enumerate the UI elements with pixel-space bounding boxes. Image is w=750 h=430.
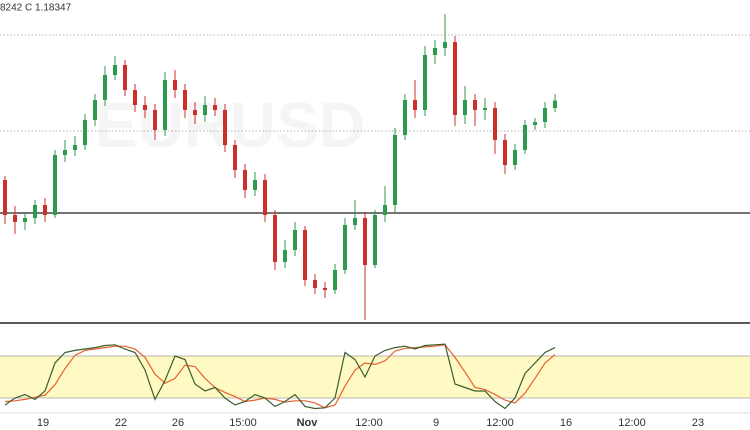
candle-body (393, 135, 397, 205)
candle-body (383, 205, 387, 215)
candle-body (233, 145, 237, 170)
x-tick-label: 22 (115, 417, 127, 429)
candle-body (133, 90, 137, 105)
candle-body (413, 100, 417, 110)
ohlc-text: 8242 C 1.18347 (0, 3, 72, 14)
candle-body (73, 145, 77, 150)
candle-body (493, 108, 497, 140)
x-tick-label: 12:00 (355, 417, 383, 429)
candle-body (453, 42, 457, 115)
candle-body (123, 65, 127, 90)
candle-body (243, 170, 247, 190)
candle-body (323, 288, 327, 290)
candle-body (373, 215, 377, 265)
candle-body (23, 218, 27, 222)
candle-body (533, 122, 537, 125)
candle-body (223, 110, 227, 145)
candle-body (553, 100, 557, 108)
candle-body (253, 180, 257, 190)
x-tick-label: 23 (692, 417, 704, 429)
candle-body (263, 180, 267, 215)
candle-body (63, 150, 67, 155)
candle-body (193, 110, 197, 115)
candle-body (213, 105, 217, 110)
candle-body (403, 100, 407, 135)
candle-body (203, 105, 207, 115)
x-tick-label: 15:00 (229, 417, 257, 429)
x-tick-label: 16 (560, 417, 572, 429)
candle-body (173, 80, 177, 90)
candle-body (273, 215, 277, 262)
candle-body (303, 230, 307, 280)
x-tick-label: 9 (433, 417, 439, 429)
candle-body (433, 48, 437, 55)
candle-body (183, 90, 187, 110)
candle-body (103, 75, 107, 100)
candle-body (13, 215, 17, 222)
candle-body (143, 105, 147, 110)
candle-body (3, 180, 7, 215)
candle-body (473, 100, 477, 110)
candle-body (153, 110, 157, 130)
candle-body (53, 155, 57, 215)
candle-body (33, 205, 37, 218)
oscillator-line (4, 344, 556, 409)
candle-body (163, 80, 167, 130)
candle-body (463, 100, 467, 115)
candle-body (93, 100, 97, 120)
x-tick-label: 26 (172, 417, 184, 429)
candle-body (313, 280, 317, 288)
candle-body (283, 250, 287, 262)
candle-body (43, 205, 47, 215)
candle-body (363, 218, 367, 265)
candle-body (523, 125, 527, 150)
candle-body (333, 270, 337, 290)
candle-body (513, 150, 517, 165)
x-tick-label: 12:00 (618, 417, 646, 429)
candle-body (483, 108, 487, 110)
x-tick-label: Nov (297, 417, 319, 429)
x-tick-label: 12:00 (486, 417, 514, 429)
candle-body (293, 230, 297, 250)
candle-body (343, 225, 347, 270)
candle-body (353, 218, 357, 225)
candle-body (423, 55, 427, 110)
candle-body (503, 140, 507, 165)
candle-body (113, 65, 117, 75)
oscillator-band (0, 356, 750, 398)
oscillator-line (4, 343, 556, 410)
candle-body (543, 108, 547, 122)
x-tick-label: 19 (37, 417, 49, 429)
candle-body (443, 42, 447, 48)
candle-body (83, 120, 87, 145)
